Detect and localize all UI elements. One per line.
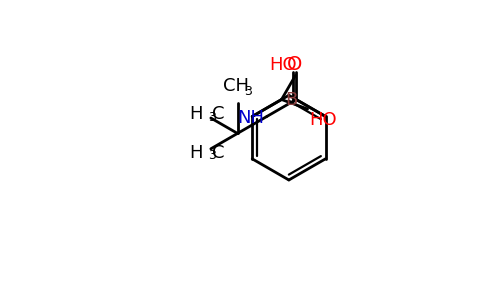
Text: 3: 3 xyxy=(209,111,216,124)
Text: 3: 3 xyxy=(244,85,252,98)
Text: H: H xyxy=(190,105,203,123)
Text: C: C xyxy=(212,144,225,162)
Text: B: B xyxy=(286,91,298,109)
Text: O: O xyxy=(287,55,302,74)
Text: HO: HO xyxy=(309,110,337,128)
Text: H: H xyxy=(190,144,203,162)
Text: 3: 3 xyxy=(209,149,216,162)
Text: NH: NH xyxy=(237,109,264,127)
Text: CH: CH xyxy=(223,77,249,95)
Text: C: C xyxy=(212,105,225,123)
Text: HO: HO xyxy=(269,56,297,74)
